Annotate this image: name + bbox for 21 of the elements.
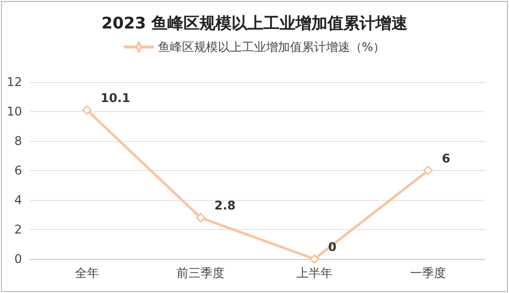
point — [423, 166, 433, 176]
y-tick-label: 2 — [14, 222, 22, 236]
y-tick-label: 4 — [14, 193, 22, 207]
x-tick-label: 前三季度 — [176, 266, 225, 280]
x-tick-label: 一季度 — [410, 266, 446, 280]
data-label: 0 — [328, 240, 336, 254]
x-tick-label: 上半年 — [296, 266, 332, 280]
legend-label: 鱼峰区规模以上工业增加值累计增速（%） — [158, 40, 386, 54]
y-tick-label: 6 — [14, 164, 22, 178]
data-label: 2.8 — [214, 198, 236, 213]
data-label: 10.1 — [100, 91, 130, 106]
x-tick-label: 全年 — [74, 266, 99, 280]
y-tick-label: 8 — [14, 134, 22, 148]
point — [196, 212, 206, 222]
y-tick-label: 0 — [14, 252, 22, 266]
y-tick-label: 10 — [6, 104, 22, 118]
data-label: 6 — [442, 152, 450, 166]
point — [82, 105, 92, 115]
y-tick-label: 12 — [6, 75, 22, 89]
chart-title: 2023 鱼峰区规模以上工业增加值累计增速 — [101, 14, 409, 32]
point — [310, 254, 320, 264]
